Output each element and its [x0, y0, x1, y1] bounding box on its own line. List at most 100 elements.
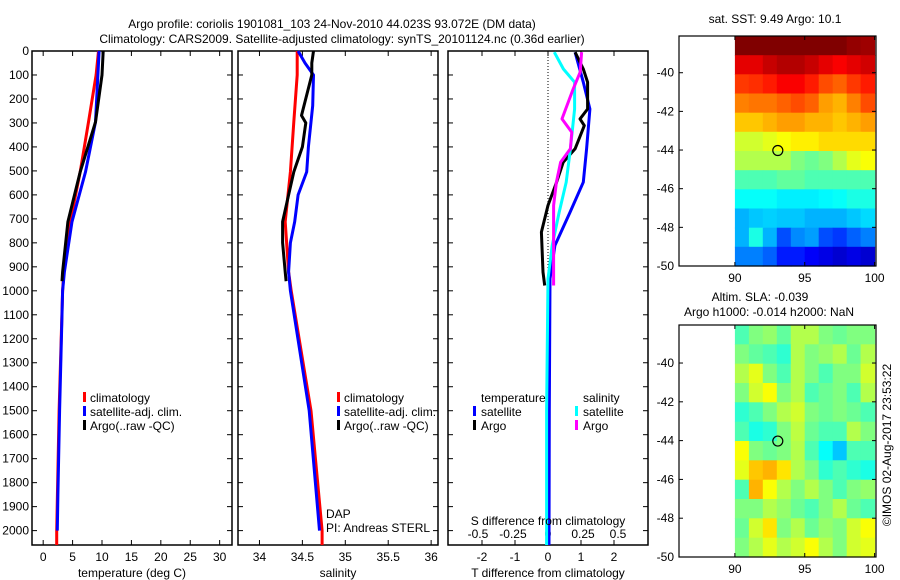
map-cell — [748, 325, 764, 345]
map-cell — [790, 55, 806, 75]
map-cell — [804, 36, 820, 56]
lat-tick-label: -40 — [657, 356, 675, 370]
map-cell — [860, 383, 876, 403]
s-axis-label: S difference from climatology — [471, 514, 626, 528]
map-cell — [860, 189, 876, 210]
map-cell — [762, 227, 778, 248]
map-cell — [748, 131, 764, 152]
series-satellite-adj-clim- — [55, 50, 101, 531]
map-cell — [818, 383, 834, 403]
map-cell — [846, 499, 862, 519]
map-cell — [776, 151, 792, 171]
temperature-legend: climatology satellite-adj. clim. Argo(..… — [83, 391, 182, 433]
series-argo-raw-qc- — [281, 50, 315, 282]
y-tick-label: 1700 — [2, 452, 29, 466]
x-axis-label: temperature (deg C) — [78, 566, 186, 580]
map-cell — [832, 402, 848, 423]
x-tick-label: 10 — [95, 550, 109, 564]
series-s-argo — [552, 52, 584, 286]
map-cell — [776, 383, 792, 403]
map-cell — [748, 246, 764, 267]
map-cell — [748, 499, 764, 519]
map-cell — [734, 55, 750, 75]
map-cell — [762, 131, 778, 152]
lat-tick-label: -42 — [657, 395, 675, 409]
y-tick-label: 200 — [9, 92, 29, 106]
map-cell — [846, 441, 862, 461]
lat-tick-label: -46 — [657, 472, 675, 486]
map-cell — [832, 537, 848, 558]
map-cell — [762, 36, 778, 56]
map-cell — [762, 170, 778, 190]
map-cell — [860, 151, 876, 171]
map-cell — [846, 189, 862, 210]
map-cell — [790, 518, 806, 539]
map-cell — [818, 36, 834, 56]
legend-label: Argo — [583, 419, 609, 433]
map-cell — [846, 402, 862, 423]
map-cell — [776, 93, 792, 114]
map-frame — [678, 35, 877, 267]
map-cell — [776, 227, 792, 248]
dap-label: DAP — [326, 507, 351, 521]
x-tick-label: 5 — [69, 550, 76, 564]
map-cell — [846, 479, 862, 500]
map-cell — [860, 479, 876, 500]
map-cell — [734, 537, 750, 558]
legend-swatch-s-satellite — [575, 406, 578, 416]
map-cell — [790, 246, 806, 267]
x-tick-label: 35.5 — [377, 550, 401, 564]
map-cell — [776, 74, 792, 95]
map-cell — [748, 189, 764, 210]
map-cell — [860, 325, 876, 345]
map-cell — [818, 74, 834, 95]
legend-title-temperature: temperature — [481, 391, 546, 405]
map-cell — [790, 227, 806, 248]
series-t-argo — [539, 51, 590, 286]
sla-map-title: Altim. SLA: -0.039 — [712, 290, 809, 304]
legend-label: climatology — [90, 391, 150, 405]
x-tick-label: 25 — [184, 550, 198, 564]
y-tick-label: 400 — [9, 140, 29, 154]
map-cell — [734, 441, 750, 461]
map-cell — [790, 325, 806, 345]
map-cell — [846, 170, 862, 190]
map-cell — [790, 112, 806, 133]
map-cell — [832, 112, 848, 133]
legend-label: satellite-adj. clim. — [344, 405, 436, 419]
map-cell — [860, 441, 876, 461]
map-cell — [832, 189, 848, 210]
map-cell — [748, 74, 764, 95]
map-cell — [734, 402, 750, 423]
map-cell — [790, 383, 806, 403]
map-cell — [860, 55, 876, 75]
map-cell — [762, 421, 778, 442]
map-cell — [762, 112, 778, 133]
map-cell — [818, 93, 834, 114]
map-cell — [776, 208, 792, 229]
map-cell — [748, 344, 764, 365]
map-cell — [860, 460, 876, 481]
map-cell — [776, 344, 792, 365]
map-cell — [762, 441, 778, 461]
map-cell — [762, 189, 778, 210]
map-cell — [734, 460, 750, 481]
map-cell — [846, 363, 862, 384]
map-cell — [734, 170, 750, 190]
x-axis-label: T difference from climatology — [471, 566, 625, 580]
argo-location-marker — [772, 144, 784, 157]
map-cell — [832, 55, 848, 75]
lat-tick-label: -50 — [657, 259, 675, 273]
map-cell — [832, 170, 848, 190]
map-cell — [734, 344, 750, 365]
y-tick-label: 800 — [9, 236, 29, 250]
map-cell — [804, 55, 820, 75]
lat-tick-label: -46 — [657, 182, 675, 196]
map-cell — [804, 499, 820, 519]
map-cell — [790, 74, 806, 95]
map-cell — [832, 131, 848, 152]
legend-label: satellite-adj. clim. — [90, 405, 182, 419]
map-cell — [832, 383, 848, 403]
map-cell — [804, 151, 820, 171]
